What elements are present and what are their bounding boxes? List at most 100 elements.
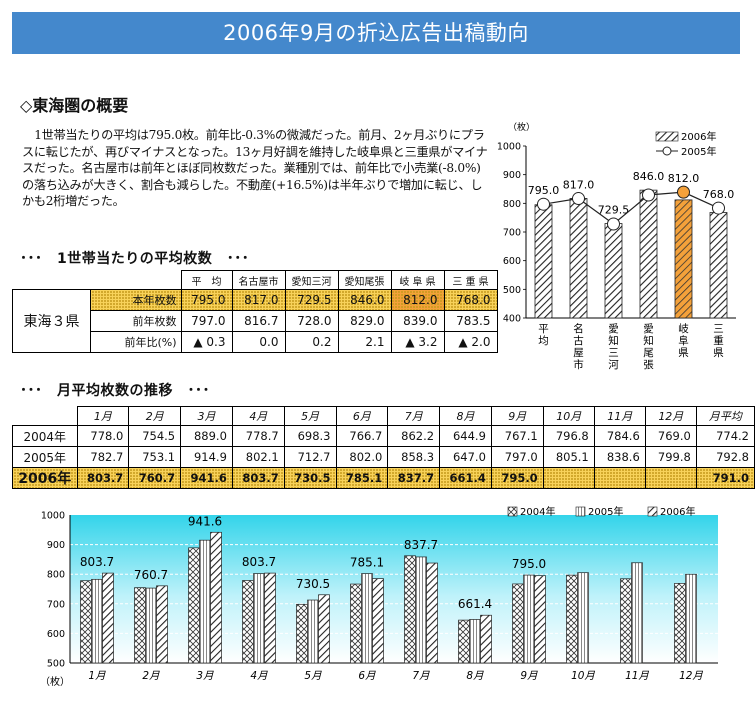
bar-2004年 bbox=[512, 583, 524, 664]
y-tick-label: 900 bbox=[503, 170, 521, 181]
bar-2004年 bbox=[674, 583, 686, 664]
y-tick-label: 500 bbox=[47, 659, 65, 670]
point-2005 bbox=[572, 192, 585, 206]
page-banner: 2006年9月の折込広告出稿動向 bbox=[12, 12, 740, 54]
bar-2006年 bbox=[210, 531, 222, 664]
cell: 661.4 bbox=[439, 467, 492, 489]
bar-2006 bbox=[534, 204, 553, 319]
table1-title: ･･･ 1世帯当たりの平均枚数 ･･･ bbox=[20, 251, 250, 267]
month-header: 7月 bbox=[387, 406, 441, 426]
bar-2005年 bbox=[199, 539, 211, 664]
y-tick-label: 800 bbox=[47, 570, 65, 581]
bar-2004年 bbox=[188, 547, 200, 664]
month-header: 11月 bbox=[593, 406, 646, 426]
y-tick-label: 600 bbox=[503, 256, 521, 267]
x-tick-label: 8月 bbox=[466, 670, 484, 682]
month-header: 5月 bbox=[283, 406, 337, 426]
bar-2006年 bbox=[264, 572, 276, 664]
point-2005 bbox=[712, 201, 725, 215]
x-tick-label: 4月 bbox=[250, 670, 268, 682]
cell: 795.0 bbox=[180, 289, 233, 311]
legend-label: 2004年 bbox=[520, 505, 555, 518]
cell: 812.0 bbox=[390, 289, 445, 311]
cell: 795.0 bbox=[490, 467, 544, 489]
data-label: 795.0 bbox=[528, 184, 560, 197]
cell: 754.5 bbox=[128, 425, 182, 447]
bar-2005年 bbox=[523, 574, 535, 664]
month-header: 8月 bbox=[439, 406, 492, 426]
y-tick-label: 800 bbox=[503, 199, 521, 210]
cell: 941.6 bbox=[180, 467, 233, 489]
point-2005 bbox=[642, 188, 655, 202]
cell: 782.7 bbox=[76, 446, 130, 468]
data-label: 760.7 bbox=[134, 568, 168, 582]
x-tick-label: 名古屋市 bbox=[573, 322, 584, 371]
bar-2006年 bbox=[534, 575, 546, 664]
bar-2006年 bbox=[102, 572, 114, 664]
bar-2004年 bbox=[404, 555, 416, 664]
month-header: 4月 bbox=[231, 406, 285, 426]
bar-2005年 bbox=[469, 619, 481, 664]
row-label: 2006年 bbox=[12, 467, 78, 489]
row-label: 前年枚数 bbox=[90, 310, 182, 332]
cell: 858.3 bbox=[387, 446, 441, 468]
data-label: 812.0 bbox=[668, 172, 700, 185]
monthly-average-table: 1月 2月 3月 4月 5月 6月 7月 8月 9月 10月 11月 12月 月平均 2004年 778.… bbox=[12, 406, 755, 489]
cell: 783.5 bbox=[443, 310, 498, 332]
cell: 698.3 bbox=[283, 425, 337, 447]
bar-2006 bbox=[674, 199, 693, 319]
cell: 839.0 bbox=[390, 310, 445, 332]
month-header: 6月 bbox=[335, 406, 389, 426]
cell bbox=[542, 467, 595, 489]
cell: 796.8 bbox=[542, 425, 595, 447]
bar-2005年 bbox=[577, 572, 589, 664]
bar-2005年 bbox=[253, 573, 265, 664]
y-tick-label: 400 bbox=[503, 314, 521, 325]
x-tick-label: 3月 bbox=[196, 670, 214, 682]
summary-paragraph: 1世帯当たりの平均は795.0枚。前年比-0.3%の微減だった。前月、2ヶ月ぶり… bbox=[22, 128, 488, 209]
cell: 792.8 bbox=[695, 446, 755, 468]
bar-2004年 bbox=[350, 583, 362, 664]
cell: 785.1 bbox=[335, 467, 389, 489]
data-label: 729.5 bbox=[598, 204, 630, 217]
y-tick-label: 900 bbox=[47, 540, 65, 551]
section-title: ◇東海圏の概要 bbox=[20, 96, 129, 115]
data-label: 803.7 bbox=[80, 555, 114, 569]
month-header: 3月 bbox=[180, 406, 233, 426]
cell: 729.5 bbox=[284, 289, 339, 311]
bar-2006年 bbox=[480, 614, 492, 664]
data-label: 837.7 bbox=[404, 538, 438, 552]
col-header: 岐 阜 県 bbox=[390, 270, 445, 290]
bar-2004年 bbox=[242, 580, 254, 664]
x-tick-label: 三重県 bbox=[713, 323, 724, 359]
row-label: 本年枚数 bbox=[90, 289, 182, 311]
cell: 817.0 bbox=[231, 289, 286, 311]
data-label: 661.4 bbox=[458, 597, 492, 611]
bar-2004年 bbox=[458, 619, 470, 664]
bar-2006年 bbox=[318, 594, 330, 664]
cell: 644.9 bbox=[439, 425, 492, 447]
cell: 769.0 bbox=[644, 425, 697, 447]
cell: 914.9 bbox=[180, 446, 233, 468]
y-tick-label: 1000 bbox=[41, 511, 65, 522]
bar-2005年 bbox=[91, 578, 103, 664]
bar-2006年 bbox=[426, 562, 438, 664]
cell: 768.0 bbox=[443, 289, 498, 311]
cell: 846.0 bbox=[337, 289, 392, 311]
cell: 816.7 bbox=[231, 310, 286, 332]
x-tick-label: 9月 bbox=[520, 670, 538, 682]
legend-label: 2005年 bbox=[681, 145, 716, 158]
cell: 799.8 bbox=[644, 446, 697, 468]
row-label: 2005年 bbox=[12, 446, 78, 468]
cell: 784.6 bbox=[593, 425, 646, 447]
cell: 767.1 bbox=[490, 425, 544, 447]
table-row: 2006年 803.7 760.7 941.6 803.7 730.5 785.1 837.7… bbox=[12, 467, 755, 489]
bar-2006 bbox=[569, 198, 588, 319]
cell bbox=[644, 467, 697, 489]
x-tick-label: 岐阜県 bbox=[678, 322, 689, 359]
data-label: 941.6 bbox=[188, 514, 222, 528]
cell bbox=[593, 467, 646, 489]
bar-2006年 bbox=[156, 585, 168, 664]
bar-2006 bbox=[709, 212, 728, 319]
data-label: 803.7 bbox=[242, 555, 276, 569]
